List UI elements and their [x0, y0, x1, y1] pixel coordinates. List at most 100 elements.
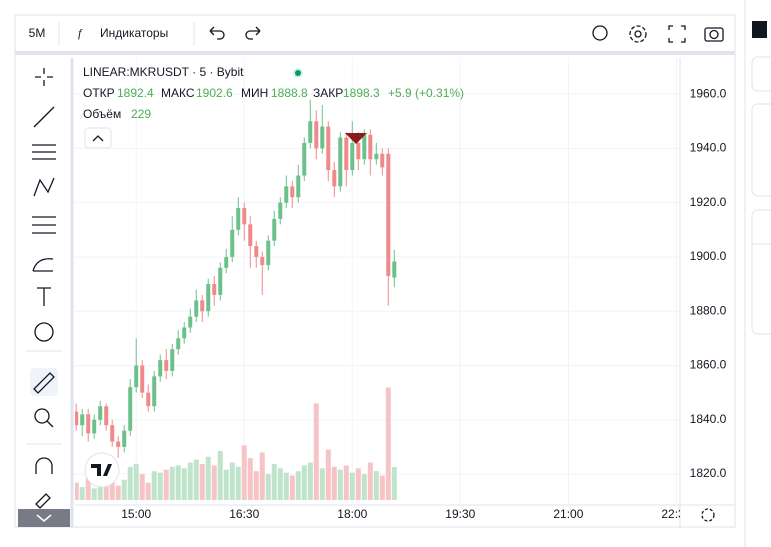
low-label: МИН: [241, 86, 268, 100]
volume-bar: [331, 466, 337, 500]
x-tick-label: 15:00: [121, 507, 151, 521]
change-value: +5.9 (+0.31%): [388, 86, 464, 100]
volume-bar: [307, 462, 313, 500]
collapse-bar[interactable]: [18, 509, 70, 527]
candle-body: [314, 121, 319, 149]
volume-bar: [187, 462, 193, 500]
ruler-tool[interactable]: [30, 368, 58, 396]
emoji-tool[interactable]: [34, 322, 54, 342]
pattern-tool[interactable]: [33, 177, 55, 197]
axis-settings[interactable]: [701, 508, 715, 522]
volume-bar: [193, 459, 199, 500]
fullscreen-button[interactable]: [668, 25, 686, 43]
candle-body: [386, 153, 391, 276]
fib-tool[interactable]: [32, 144, 56, 160]
open-label: ОТКР: [83, 86, 115, 100]
high-label: МАКС: [161, 86, 195, 100]
volume-bar: [115, 485, 121, 500]
close-value: 1898.3: [343, 86, 380, 100]
candle-body: [122, 430, 127, 447]
magnet-tool[interactable]: [35, 457, 53, 474]
alert-marker: [345, 133, 367, 144]
low-value: 1888.8: [271, 86, 308, 100]
candle-body: [296, 175, 301, 198]
volume-bar: [163, 469, 169, 500]
volume-bar: [217, 450, 223, 500]
candle-body: [86, 414, 91, 434]
crosshair-tool[interactable]: [35, 68, 53, 86]
volume-bar: [241, 445, 247, 500]
candle-body: [212, 284, 217, 295]
candle-body: [170, 349, 175, 371]
volume-bar: [235, 466, 241, 500]
volume-bar: [75, 482, 79, 500]
volume-bar: [343, 465, 349, 500]
collapse-legend[interactable]: [84, 127, 112, 149]
volume-bar: [349, 472, 355, 500]
x-tick-label: 18:00: [337, 507, 367, 521]
candle-body: [374, 153, 379, 160]
candle-body: [140, 365, 145, 393]
x-tick-label: 21:00: [553, 507, 583, 521]
volume-bar: [151, 471, 157, 500]
zoom-tool[interactable]: [34, 408, 50, 424]
candle-body: [134, 365, 139, 388]
replay-button[interactable]: [592, 25, 608, 41]
volume-bar: [391, 466, 397, 500]
candle-body: [284, 186, 289, 203]
volume-bar: [277, 468, 283, 500]
candle-body: [224, 256, 229, 268]
candle-body: [206, 284, 211, 312]
volume-bar: [91, 488, 97, 500]
y-tick-label: 1960.0: [690, 86, 727, 100]
settings-button[interactable]: [629, 25, 647, 43]
volume-bar: [157, 472, 163, 500]
volume-bar: [109, 476, 115, 500]
lock-tool[interactable]: [35, 493, 51, 509]
x-tick-label: 16:30: [229, 507, 259, 521]
volume-bar: [367, 462, 373, 500]
candle-body: [332, 170, 337, 187]
volume-bar: [325, 449, 331, 500]
redo-button[interactable]: [245, 26, 261, 40]
volume-bar: [211, 465, 217, 500]
volume-bar: [169, 466, 175, 500]
candle-body: [380, 153, 385, 168]
candle-body: [194, 300, 199, 317]
volume-bar: [97, 484, 103, 500]
open-value: 1892.4: [117, 86, 154, 100]
volume-bar: [253, 471, 259, 500]
top-toolbar: 5M f Индикаторы: [15, 22, 735, 55]
candle-body: [230, 229, 235, 257]
prediction-tool[interactable]: [32, 216, 56, 234]
candle-body: [392, 261, 397, 278]
candle-body: [242, 208, 247, 225]
candle-body: [302, 142, 307, 176]
volume-bar: [199, 463, 205, 500]
volume-bar: [103, 481, 109, 500]
frame: [14, 14, 736, 528]
volume-bar: [361, 474, 367, 500]
interval-button[interactable]: 5M: [29, 26, 46, 40]
screenshot-button[interactable]: [704, 27, 724, 42]
grid: [75, 58, 680, 505]
undo-button[interactable]: [209, 26, 225, 40]
brush-tool[interactable]: [32, 258, 54, 272]
volume-bar: [265, 474, 271, 500]
candle-body: [260, 256, 265, 266]
volume-bar: [301, 465, 307, 500]
candle-body: [368, 134, 373, 160]
candle-body: [152, 376, 157, 407]
volume-bar: [313, 403, 319, 500]
trendline-tool[interactable]: [33, 106, 55, 128]
indicators-button[interactable]: Индикаторы: [100, 26, 168, 40]
volume-bar: [205, 456, 211, 500]
volume-label: Объём: [83, 107, 121, 121]
text-tool[interactable]: [37, 287, 51, 306]
volume-bar: [289, 475, 295, 500]
volume-bar: [355, 468, 361, 500]
candle-body: [116, 441, 121, 447]
tv-logo: [84, 452, 120, 488]
volume-bar: [259, 452, 265, 500]
